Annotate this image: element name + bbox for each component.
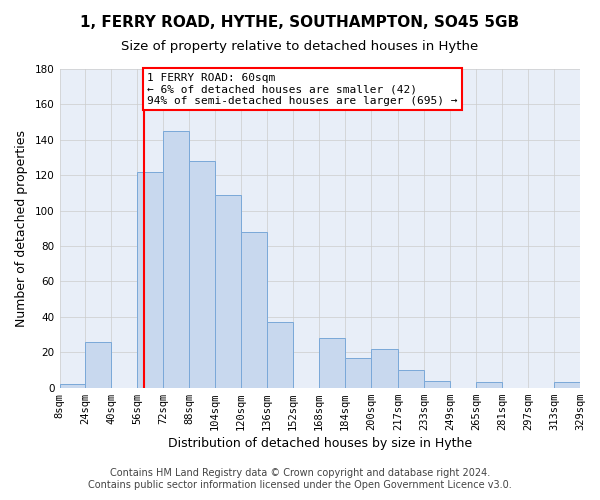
Bar	[215, 194, 241, 388]
Text: Contains HM Land Registry data © Crown copyright and database right 2024.
Contai: Contains HM Land Registry data © Crown c…	[88, 468, 512, 490]
Y-axis label: Number of detached properties: Number of detached properties	[15, 130, 28, 327]
Bar	[345, 358, 371, 388]
Text: 1 FERRY ROAD: 60sqm
← 6% of detached houses are smaller (42)
94% of semi-detache: 1 FERRY ROAD: 60sqm ← 6% of detached hou…	[147, 72, 458, 106]
Bar	[398, 370, 424, 388]
Text: Size of property relative to detached houses in Hythe: Size of property relative to detached ho…	[121, 40, 479, 53]
Bar	[59, 384, 85, 388]
Bar	[241, 232, 267, 388]
Bar	[319, 338, 345, 388]
Bar	[163, 131, 189, 388]
Bar	[424, 380, 450, 388]
Bar	[85, 342, 112, 388]
X-axis label: Distribution of detached houses by size in Hythe: Distribution of detached houses by size …	[168, 437, 472, 450]
Bar	[267, 322, 293, 388]
Bar	[371, 348, 398, 388]
Bar	[137, 172, 163, 388]
Text: 1, FERRY ROAD, HYTHE, SOUTHAMPTON, SO45 5GB: 1, FERRY ROAD, HYTHE, SOUTHAMPTON, SO45 …	[80, 15, 520, 30]
Bar	[554, 382, 580, 388]
Bar	[476, 382, 502, 388]
Bar	[189, 161, 215, 388]
